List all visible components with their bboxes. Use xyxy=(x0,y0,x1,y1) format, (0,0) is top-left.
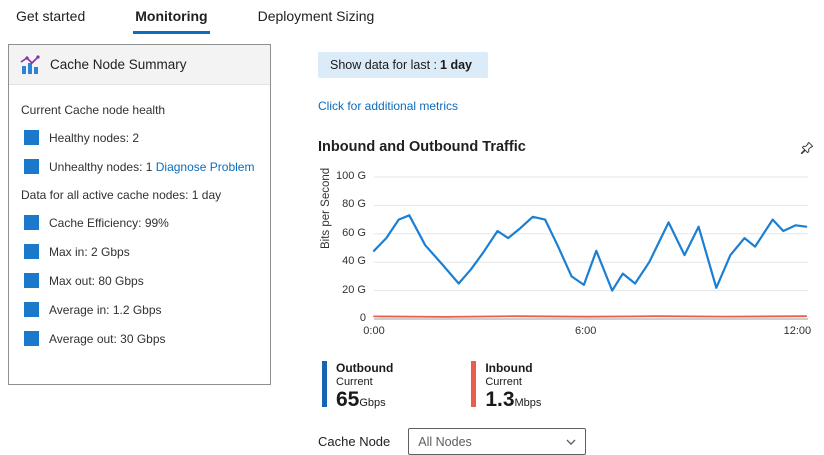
unhealthy-nodes-row: Unhealthy nodes: 1 Diagnose Problem xyxy=(24,159,258,174)
y-tick-label: 20 G xyxy=(342,283,366,296)
inbound-color-bar xyxy=(471,361,477,407)
x-axis-ticks: 0:00 6:00 12:00 xyxy=(363,325,811,341)
stat-square-icon xyxy=(24,159,39,174)
chart-legend: Outbound Current 65Gbps Inbound Current … xyxy=(322,361,816,412)
tab-deployment-sizing[interactable]: Deployment Sizing xyxy=(257,8,375,24)
traffic-chart: Bits per Second 100 G 80 G 60 G 40 G 20 G 0 0… xyxy=(318,168,816,343)
inbound-current-value: 1.3 xyxy=(485,388,515,411)
unhealthy-nodes-label: Unhealthy nodes: 1 xyxy=(49,159,153,174)
x-tick-label: 12:00 xyxy=(783,325,812,337)
stat-square-icon xyxy=(24,273,39,288)
stat-square-icon xyxy=(24,302,39,317)
inbound-legend-name: Inbound xyxy=(485,361,533,375)
outbound-current-value: 65 xyxy=(336,388,360,411)
tab-bar: Get started Monitoring Deployment Sizing xyxy=(14,6,376,34)
y-axis-label: Bits per Second xyxy=(320,167,332,249)
inbound-current-label: Current xyxy=(485,376,522,388)
chart-title: Inbound and Outbound Traffic xyxy=(318,139,526,155)
show-data-label: Show data for last : xyxy=(330,58,438,72)
max-out-row: Max out: 80 Gbps xyxy=(24,273,258,288)
x-tick-label: 6:00 xyxy=(574,325,597,337)
average-out-label: Average out: 30 Gbps xyxy=(49,331,166,346)
pin-icon[interactable] xyxy=(797,139,816,163)
y-tick-label: 80 G xyxy=(342,198,366,211)
cache-node-dropdown-value: All Nodes xyxy=(418,434,472,449)
y-tick-label: 40 G xyxy=(342,255,366,268)
chart-header: Inbound and Outbound Traffic xyxy=(318,139,816,163)
stat-square-icon xyxy=(24,130,39,145)
legend-inbound: Inbound Current 1.3Mbps xyxy=(471,361,541,412)
diagnose-problem-link[interactable]: Diagnose Problem xyxy=(155,159,255,174)
monitoring-content: Show data for last :1 day Click for addi… xyxy=(318,52,816,455)
outbound-color-bar xyxy=(322,361,327,407)
card-body: Current Cache node health Healthy nodes:… xyxy=(9,85,270,346)
healthy-nodes-row: Healthy nodes: 2 xyxy=(24,130,258,145)
chart-plot-area: 0:00 6:00 12:00 xyxy=(363,176,811,337)
tab-get-started[interactable]: Get started xyxy=(16,8,86,24)
cache-node-label: Cache Node xyxy=(318,434,391,449)
show-data-value: 1 day xyxy=(440,58,472,72)
x-tick-label: 0:00 xyxy=(363,325,385,337)
average-out-row: Average out: 30 Gbps xyxy=(24,331,258,346)
cache-efficiency-label: Cache Efficiency: 99% xyxy=(49,215,169,230)
cache-node-dropdown[interactable]: All Nodes xyxy=(408,428,587,455)
outbound-current-unit: Gbps xyxy=(359,397,386,409)
health-section-label: Current Cache node health xyxy=(21,103,166,117)
y-tick-label: 0 xyxy=(359,312,366,324)
max-out-label: Max out: 80 Gbps xyxy=(49,273,144,288)
chevron-down-icon xyxy=(565,436,577,448)
average-in-row: Average in: 1.2 Gbps xyxy=(24,302,258,317)
max-in-label: Max in: 2 Gbps xyxy=(49,244,130,259)
y-axis-ticks: 100 G 80 G 60 G 40 G 20 G 0 xyxy=(334,170,374,324)
stat-square-icon xyxy=(24,244,39,259)
cache-node-summary-card: Cache Node Summary Current Cache node he… xyxy=(8,44,271,385)
additional-metrics-link[interactable]: Click for additional metrics xyxy=(318,99,459,113)
legend-outbound: Outbound Current 65Gbps xyxy=(322,361,393,412)
tab-monitoring[interactable]: Monitoring xyxy=(133,6,210,34)
y-tick-label: 100 G xyxy=(336,170,366,182)
max-in-row: Max in: 2 Gbps xyxy=(24,244,258,259)
stat-square-icon xyxy=(24,215,39,230)
y-tick-label: 60 G xyxy=(342,226,366,239)
healthy-nodes-label: Healthy nodes: 2 xyxy=(49,130,140,145)
outbound-legend-name: Outbound xyxy=(336,361,394,375)
outbound-current-label: Current xyxy=(336,376,373,388)
cache-node-selector-row: Cache Node All Nodes xyxy=(318,428,816,455)
stat-square-icon xyxy=(24,331,39,346)
average-in-label: Average in: 1.2 Gbps xyxy=(49,302,162,317)
card-title: Cache Node Summary xyxy=(50,57,187,72)
inbound-current-unit: Mbps xyxy=(514,397,542,409)
show-data-range-pill[interactable]: Show data for last :1 day xyxy=(318,52,488,78)
card-header: Cache Node Summary xyxy=(9,45,270,85)
metrics-chart-icon xyxy=(19,54,41,76)
cache-efficiency-row: Cache Efficiency: 99% xyxy=(24,215,258,230)
data-section-label: Data for all active cache nodes: 1 day xyxy=(21,188,222,202)
